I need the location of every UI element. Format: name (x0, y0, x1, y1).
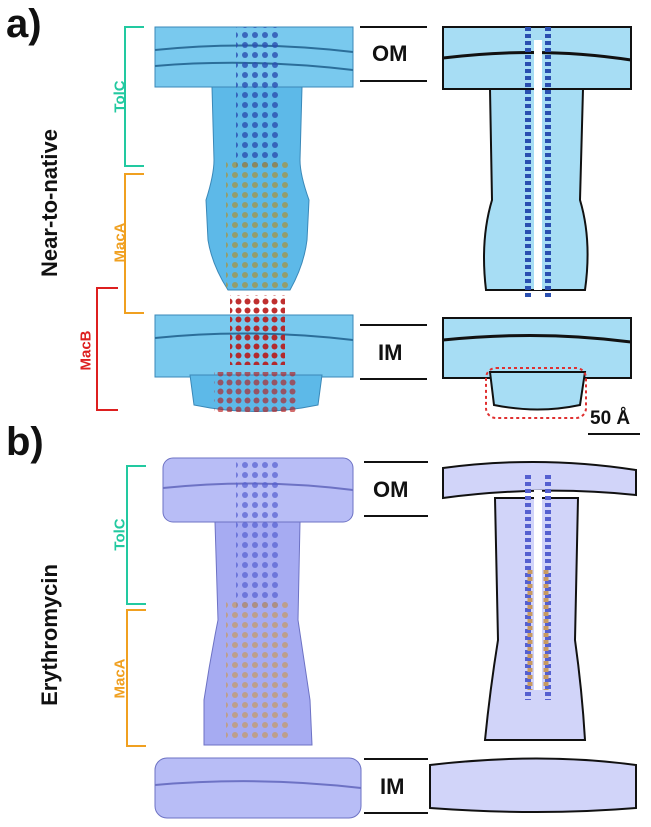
membrane-label-om-b: OM (373, 477, 409, 502)
component-label-maca-a: MacA (111, 222, 129, 263)
component-label-macb-a: MacB (77, 330, 95, 371)
component-label-tolc-b: TolC (111, 518, 129, 551)
panel-b-section-map (429, 460, 637, 813)
component-label-maca-b: MacA (111, 658, 129, 699)
membrane-label-om-a: OM (372, 41, 408, 66)
condition-label-b: Erythromycin (37, 564, 62, 706)
component-label-tolc-a: TolC (111, 80, 129, 113)
panel-b-letter: b) (6, 420, 44, 464)
condition-label-a: Near-to-native (37, 129, 62, 277)
component-brackets (96, 26, 146, 747)
panel-a-full-map (154, 26, 354, 412)
panel-a-letter: a) (6, 2, 42, 46)
membrane-lines (360, 26, 428, 814)
panel-a-section-map (442, 26, 632, 419)
scale-bar-label: 50 Å (590, 408, 631, 429)
membrane-label-im-b: IM (380, 774, 405, 799)
membrane-label-im-a: IM (378, 340, 403, 365)
panel-b-full-map (154, 457, 362, 819)
highlight-box (485, 367, 587, 419)
